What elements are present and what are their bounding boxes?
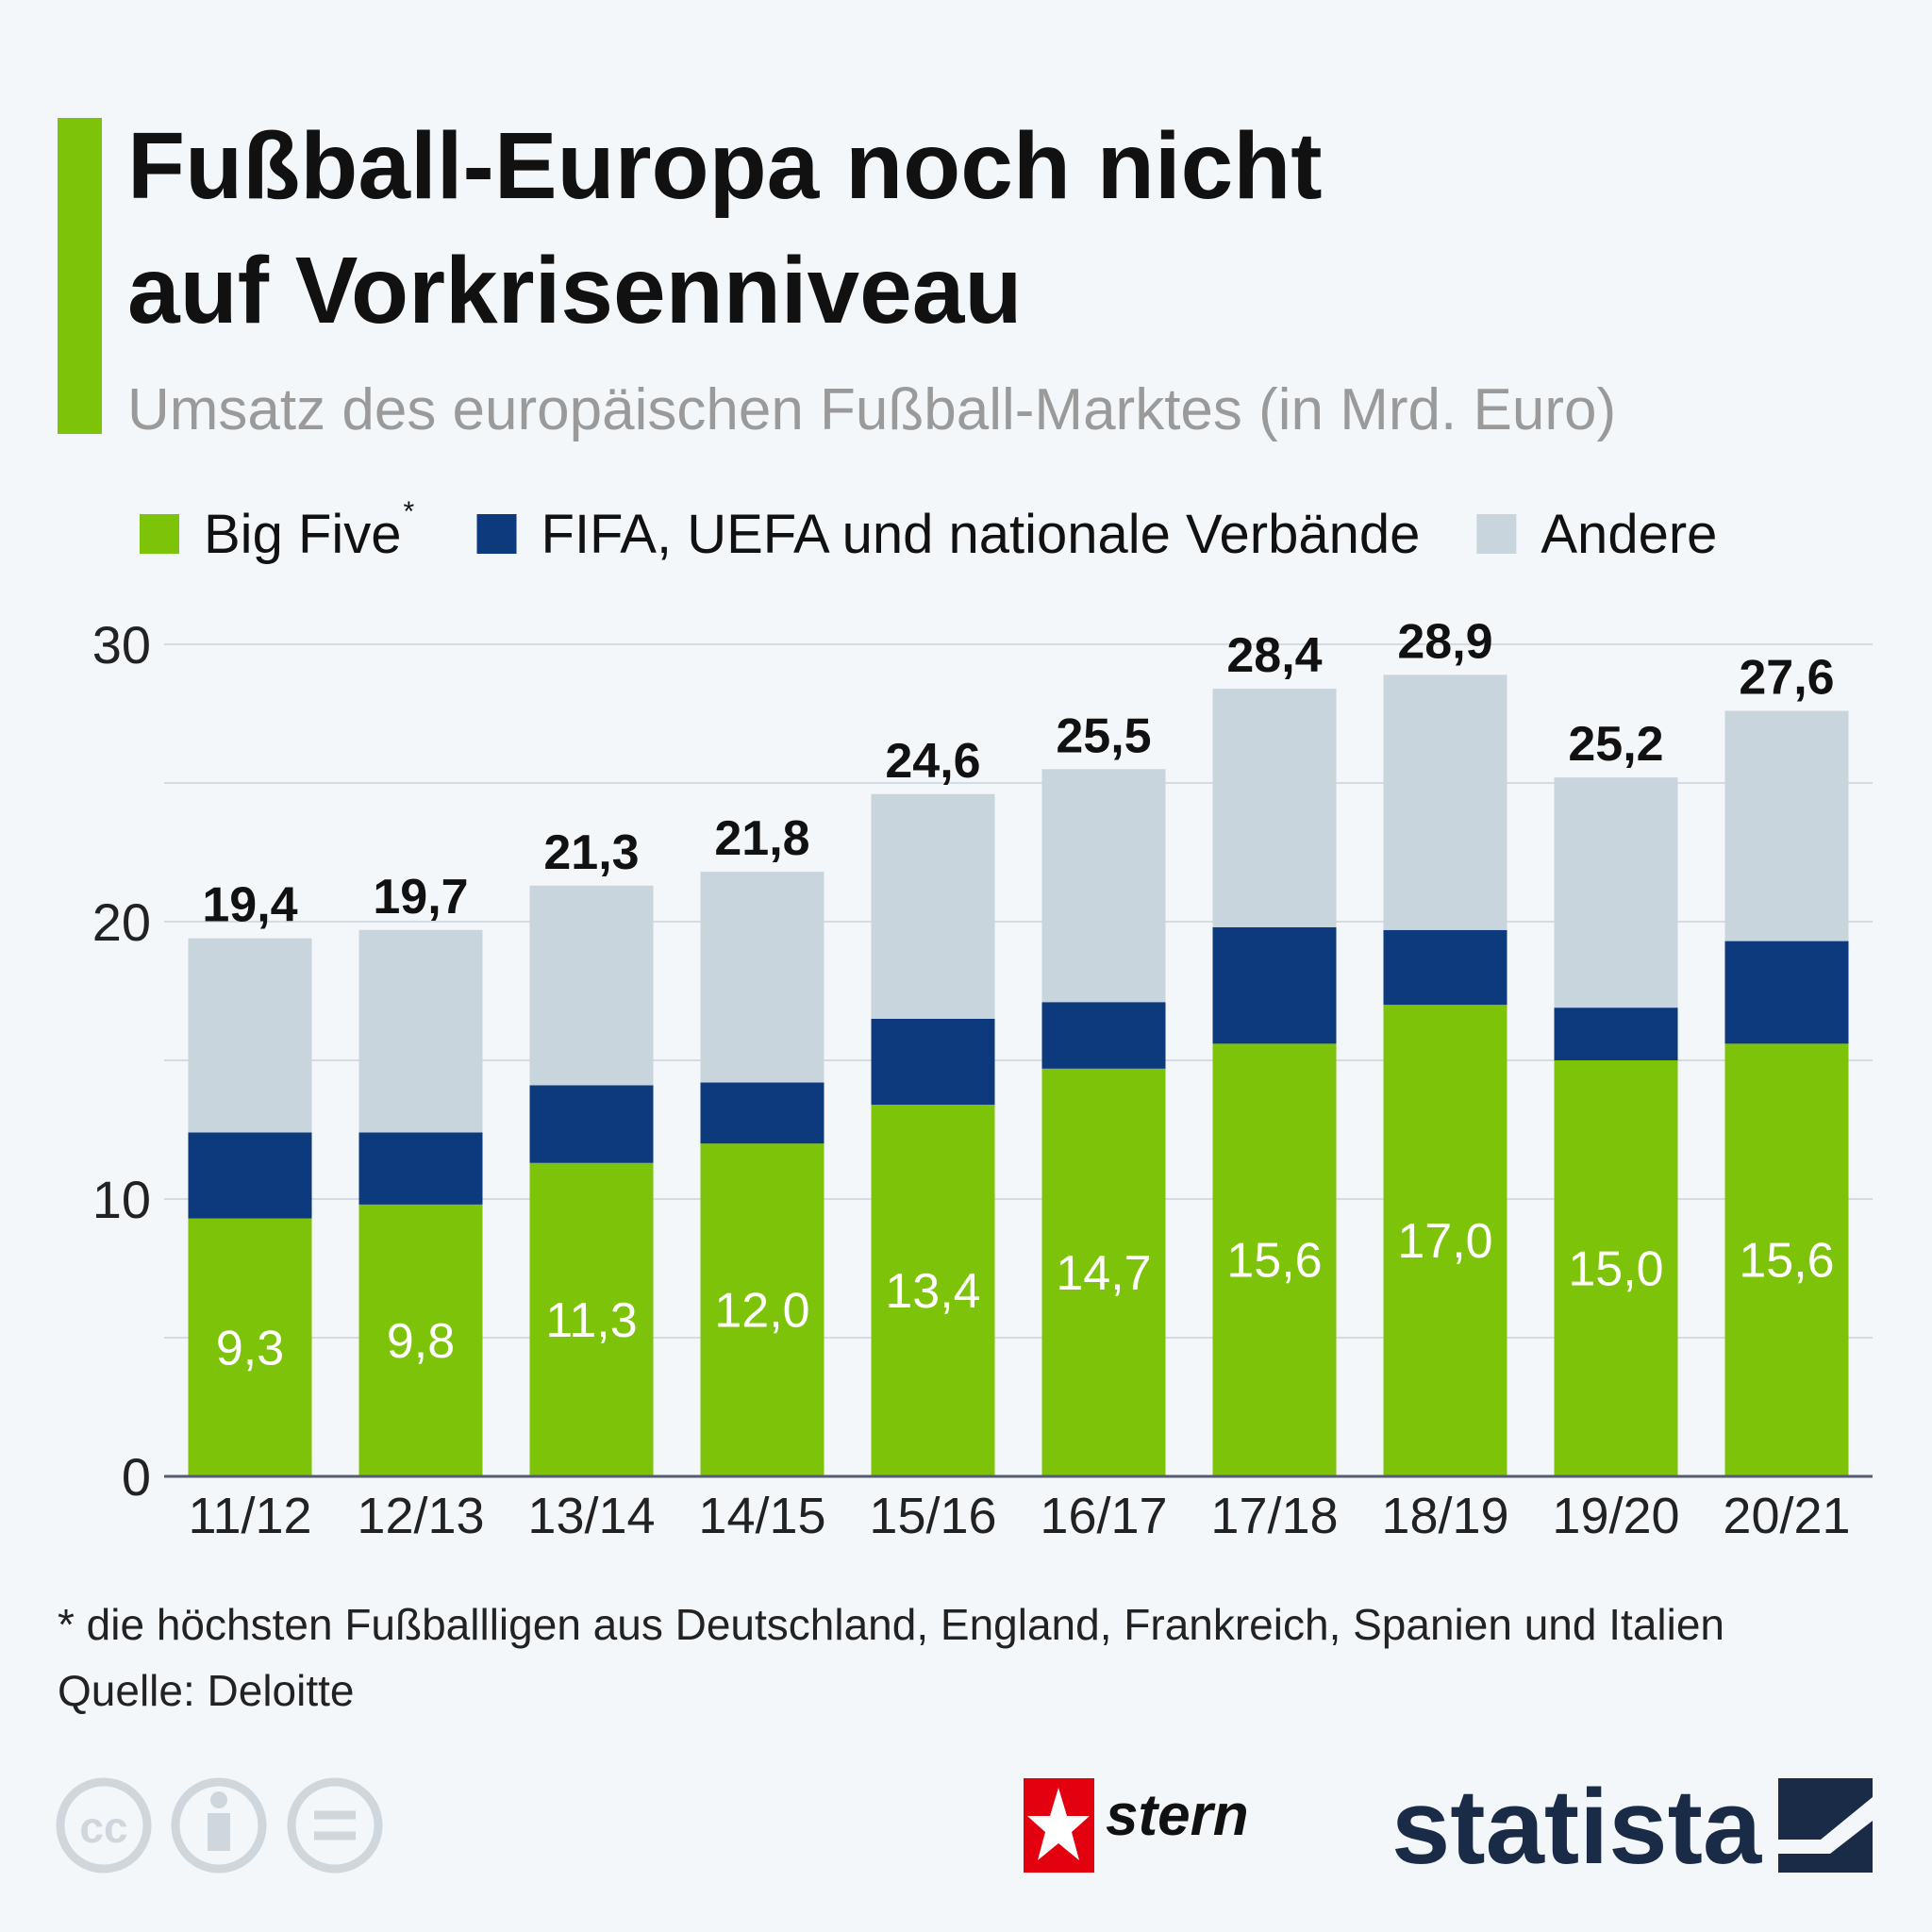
value-label: 14,7 (1056, 1246, 1151, 1301)
bar-segment (1383, 675, 1507, 930)
legend-swatch (140, 514, 179, 554)
total-label: 25,5 (1056, 708, 1151, 763)
total-label: 19,4 (202, 878, 297, 933)
footnote: * die höchsten Fußballligen aus Deutschl… (58, 1600, 1724, 1649)
total-label: 24,6 (885, 734, 980, 789)
bar-segment (188, 938, 312, 1133)
bar-segment (1041, 1002, 1166, 1069)
bar-segment (1724, 941, 1849, 1044)
x-tick-label: 20/21 (1723, 1488, 1850, 1544)
y-tick-label: 0 (122, 1447, 151, 1507)
bar-segment (1724, 710, 1849, 941)
bar-segment (188, 1218, 312, 1476)
value-label: 12,0 (714, 1284, 809, 1339)
bar-segment (1041, 769, 1166, 1003)
bar-segment (1212, 689, 1337, 927)
value-label: 9,8 (387, 1314, 455, 1369)
chart-title: auf Vorkrisenniveau (127, 238, 1023, 343)
value-label: 15,6 (1739, 1234, 1834, 1289)
bar-segment (1383, 1005, 1507, 1476)
total-label: 28,4 (1226, 628, 1322, 683)
bar-segment (700, 1143, 824, 1476)
legend-swatch (476, 514, 517, 554)
bar-segment (529, 885, 654, 1086)
plot: 0 10 20 30 9,3 19,4 11/12 9,8 19,7 12/13 11,3 21,3 1… (92, 614, 1873, 1544)
bar-segment (188, 1132, 312, 1219)
bar-segment (1383, 929, 1507, 1006)
total-label: 21,8 (714, 811, 809, 866)
brand: statista (1391, 1768, 1762, 1886)
total-label: 27,6 (1739, 651, 1834, 706)
brand: stern (1106, 1783, 1249, 1848)
x-tick-label: 16/17 (1040, 1488, 1167, 1544)
legend-label: Andere (1541, 504, 1717, 565)
x-tick-label: 18/19 (1381, 1488, 1508, 1544)
value-label: 11,3 (545, 1293, 637, 1348)
legend-label: FIFA, UEFA und nationale Verbände (541, 504, 1421, 565)
chart-subtitle: Umsatz des europäischen Fußball-Marktes … (127, 377, 1616, 442)
x-tick-label: 14/15 (698, 1488, 825, 1544)
x-tick-label: 13/14 (527, 1488, 655, 1544)
bar-segment (358, 929, 483, 1133)
legend: Big Five * FIFA, UEFA und nationale Verbän… (140, 496, 1717, 565)
legend-note: * (404, 496, 415, 527)
bar-segment (871, 1105, 995, 1476)
y-tick-label: 30 (92, 615, 151, 675)
chart-title: Fußball-Europa noch nicht (127, 113, 1323, 219)
legend-label: Big Five (204, 504, 402, 565)
y-tick-label: 20 (92, 892, 151, 952)
bar-segment (358, 1132, 483, 1205)
legend-swatch (1476, 514, 1517, 554)
value-label: 15,0 (1568, 1242, 1663, 1297)
x-tick-label: 19/20 (1552, 1488, 1679, 1544)
total-label: 28,9 (1397, 614, 1492, 669)
value-label: 17,0 (1397, 1214, 1492, 1269)
statista-icon (1778, 1778, 1873, 1873)
total-label: 25,2 (1568, 717, 1663, 772)
bar-segment (358, 1204, 483, 1476)
x-tick-label: 12/13 (357, 1488, 484, 1544)
bar-segment (1212, 926, 1337, 1044)
bar-segment (529, 1085, 654, 1163)
bar-segment (1554, 1008, 1678, 1060)
value-label: 13,4 (885, 1264, 980, 1319)
x-tick-label: 11/12 (188, 1488, 311, 1544)
svg-text:cc: cc (79, 1803, 127, 1852)
bar-segment (700, 1082, 824, 1144)
value-label: 9,3 (216, 1321, 284, 1375)
bar-segment (529, 1162, 654, 1476)
x-tick-label: 15/16 (869, 1488, 996, 1544)
license-icons: cc (56, 1777, 383, 1874)
total-label: 21,3 (543, 825, 639, 880)
source: Quelle: Deloitte (58, 1666, 355, 1715)
title-accent (58, 118, 102, 434)
bar-segment (700, 872, 824, 1083)
total-label: 19,7 (373, 870, 468, 924)
bar-segment (871, 793, 995, 1019)
bar-segment (1041, 1068, 1166, 1476)
bar-segment (1554, 777, 1678, 1008)
value-label: 15,6 (1226, 1234, 1322, 1289)
bar-segment (1554, 1060, 1678, 1476)
bar-segment (1724, 1043, 1849, 1476)
y-tick-label: 10 (92, 1170, 151, 1229)
stern-star (1027, 1788, 1090, 1860)
bar-segment (1212, 1043, 1337, 1476)
x-tick-label: 17/18 (1210, 1488, 1338, 1544)
bar-segment (871, 1018, 995, 1106)
